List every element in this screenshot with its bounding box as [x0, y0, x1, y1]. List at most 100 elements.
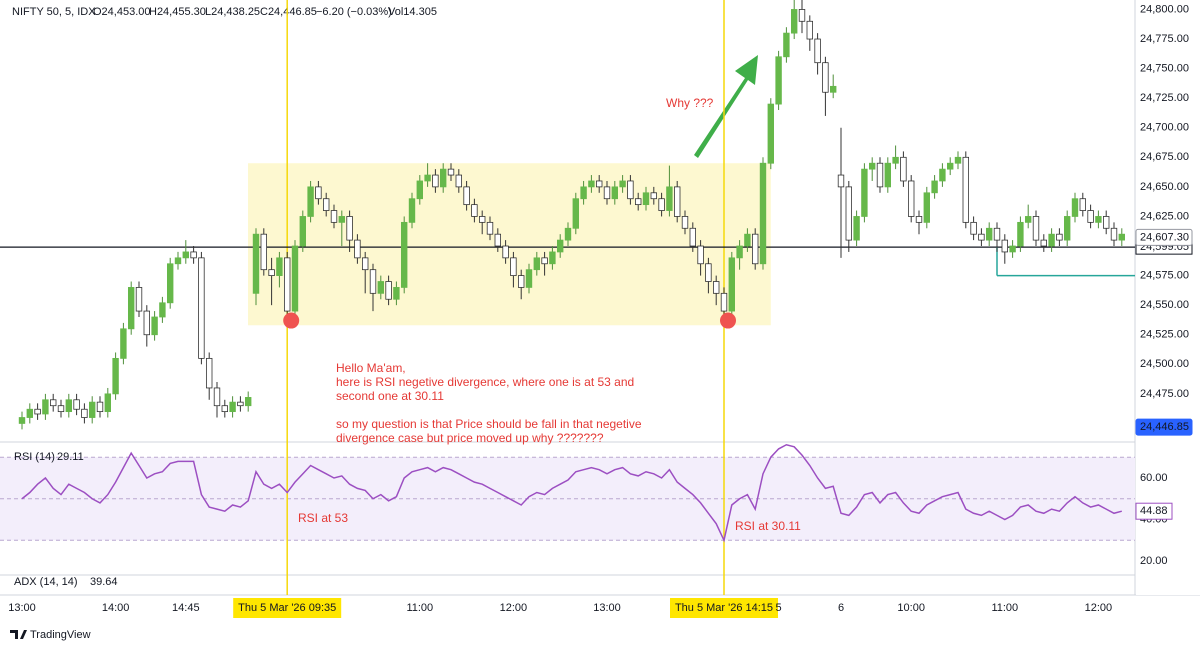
- y-tick-label: 24,650.00: [1140, 181, 1189, 193]
- candle-body: [322, 198, 330, 211]
- candle-body: [564, 227, 572, 241]
- volume: Vol14.305: [388, 6, 437, 18]
- adx-name: ADX (14, 14): [14, 576, 78, 588]
- candle-body: [1025, 216, 1032, 223]
- logo: [10, 630, 27, 639]
- candle-body: [603, 186, 611, 200]
- candle-body: [244, 397, 252, 407]
- candle-body: [767, 103, 774, 164]
- candle-body: [478, 216, 486, 223]
- candle-body: [276, 257, 283, 276]
- candle-body: [159, 302, 166, 318]
- candle-body: [861, 168, 868, 217]
- candle-body: [939, 168, 946, 182]
- candle-body: [580, 186, 587, 200]
- adx-value: 39.64: [90, 576, 118, 588]
- candle-body: [57, 405, 65, 413]
- symbol: NIFTY 50, 5, IDX: [12, 6, 96, 18]
- candle-body: [720, 292, 728, 312]
- candle-body: [81, 408, 88, 418]
- candle-body: [533, 257, 540, 271]
- candle-body: [689, 227, 696, 247]
- x-tick-label: 6: [838, 602, 844, 614]
- candle-body: [354, 239, 361, 259]
- candle-body: [18, 417, 26, 424]
- candle-body: [1032, 216, 1040, 241]
- candle-body: [252, 233, 260, 294]
- candle-body: [96, 401, 104, 413]
- candle-body: [869, 162, 876, 170]
- candle-body: [330, 210, 338, 223]
- candle-body: [1110, 227, 1118, 241]
- candle-body: [502, 245, 509, 259]
- candle-body: [791, 9, 798, 34]
- y-tick-label: 24,675.00: [1140, 151, 1189, 163]
- candle-body: [143, 310, 150, 336]
- candle-body: [369, 269, 377, 294]
- note-line: Hello Ma'am,: [336, 361, 406, 375]
- candle-body: [205, 357, 213, 389]
- y-tick-label: 24,475.00: [1140, 388, 1189, 400]
- x-tick-label: 12:00: [500, 602, 528, 614]
- rsi-line: [21, 443, 1122, 543]
- candle-body: [993, 227, 1001, 241]
- candle-body: [900, 156, 907, 182]
- candle-body: [775, 56, 782, 105]
- x-tick-label: Thu 5 Mar '26 14:15: [675, 602, 773, 614]
- candle-body: [783, 32, 790, 58]
- candle-body: [439, 168, 447, 188]
- candle-body: [596, 180, 603, 188]
- candle-body: [1087, 210, 1094, 223]
- candle-body: [486, 221, 494, 235]
- annotation: Why ???: [666, 96, 714, 110]
- price-badge: [1135, 228, 1193, 246]
- x-tick-label: 14:45: [172, 602, 200, 614]
- price-axis: [1136, 0, 1200, 595]
- candle-body: [237, 401, 244, 407]
- y-tick-label: 24,800.00: [1140, 3, 1189, 15]
- candle-body: [315, 186, 322, 200]
- candle-body: [1071, 198, 1079, 217]
- candle-body: [713, 281, 720, 294]
- x-tick-label: 10:00: [897, 602, 925, 614]
- candle-body: [658, 198, 665, 211]
- candle-body: [1056, 233, 1063, 241]
- candle-body: [1118, 233, 1125, 241]
- annotation: RSI at 53: [298, 511, 348, 525]
- candle-body: [1009, 245, 1016, 253]
- ohlc-change: −6.20 (−0.03%): [316, 6, 392, 18]
- candle-body: [104, 393, 111, 413]
- candle-body: [346, 216, 353, 241]
- candle-body: [299, 216, 306, 247]
- price-badge-label: 24,607.30: [1140, 231, 1189, 243]
- candle-body: [42, 399, 49, 415]
- candle-body: [728, 257, 735, 312]
- candle-body: [549, 251, 556, 265]
- y-tick-label: 24,525.00: [1140, 329, 1189, 341]
- arrow: [694, 55, 758, 158]
- candle-body: [892, 156, 899, 164]
- y-tick-label: 24,750.00: [1140, 63, 1189, 75]
- candle-body: [361, 257, 369, 271]
- candle-body: [112, 357, 119, 395]
- price-badge-label: 24,446.85: [1140, 421, 1189, 433]
- candle-body: [931, 180, 938, 194]
- y-tick-label: 24,500.00: [1140, 358, 1189, 370]
- candle-body: [884, 162, 891, 188]
- candle-body: [463, 186, 470, 206]
- x-tick-label: 14:00: [102, 602, 130, 614]
- ohlc-open: O24,453.00: [93, 6, 151, 18]
- candle-body: [424, 174, 431, 182]
- candle-body: [213, 387, 221, 407]
- note-line: so my question is that Price should be f…: [336, 417, 642, 431]
- candle-body: [650, 192, 657, 200]
- candle-body: [541, 257, 548, 265]
- rsi-name: RSI (14): [14, 451, 55, 463]
- x-tick-label: 13:00: [8, 602, 36, 614]
- candle-body: [291, 245, 299, 312]
- candle-body: [151, 316, 158, 336]
- candle-body: [525, 269, 533, 288]
- candle-body: [307, 186, 314, 217]
- candle-body: [619, 180, 626, 188]
- candle-body: [845, 186, 852, 241]
